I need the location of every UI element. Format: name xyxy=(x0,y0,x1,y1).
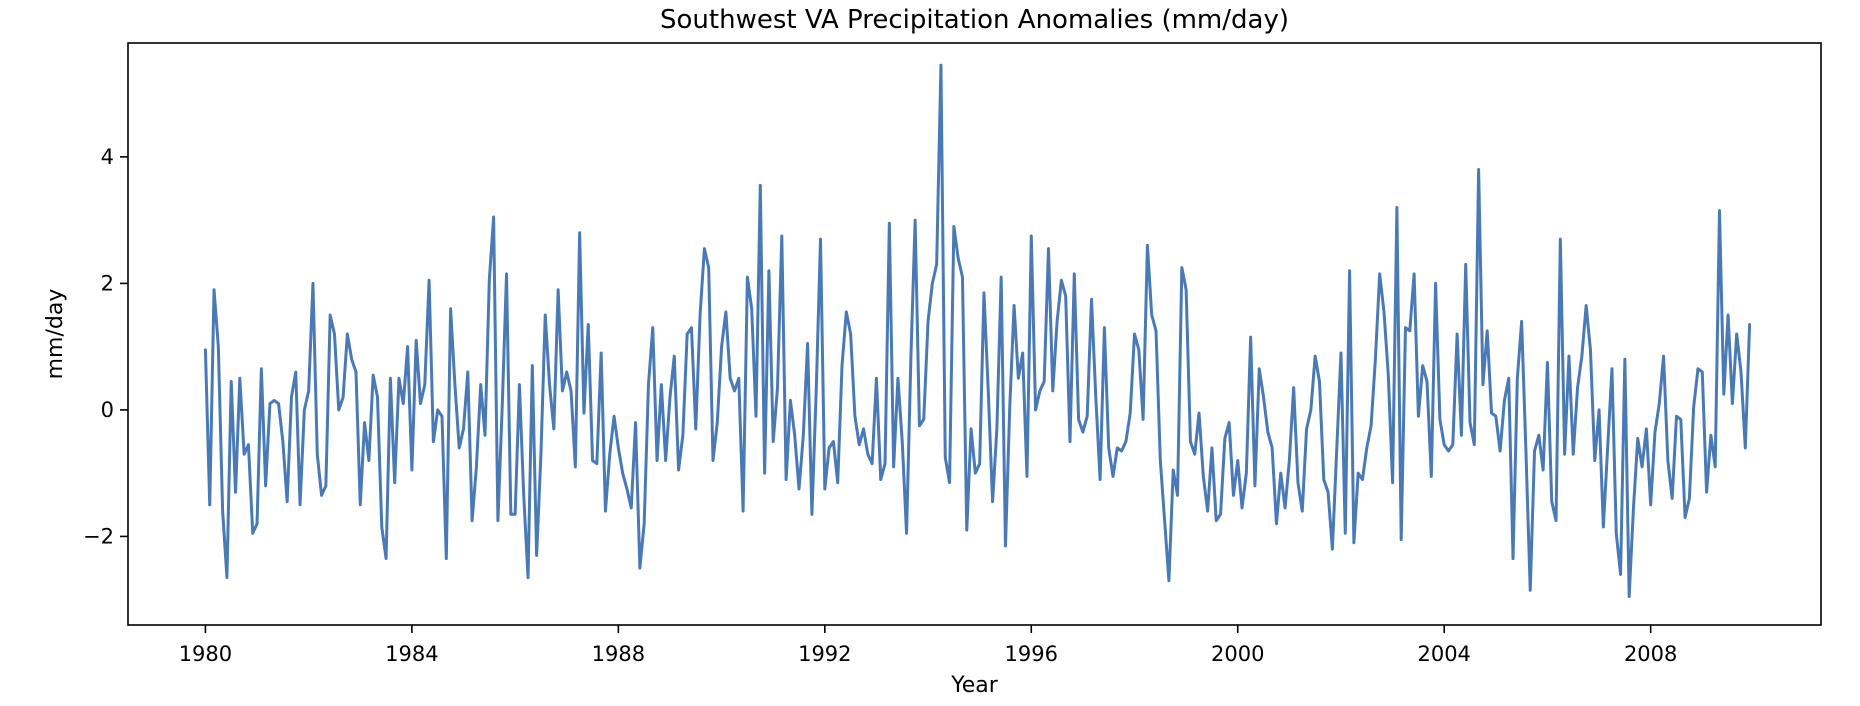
y-tick-label: 4 xyxy=(101,145,114,169)
x-tick-label: 1992 xyxy=(798,642,851,666)
x-tick-label: 1988 xyxy=(592,642,645,666)
plot-frame xyxy=(127,42,1822,626)
chart-title: Southwest VA Precipitation Anomalies (mm… xyxy=(660,5,1289,35)
y-tick-label: 0 xyxy=(101,398,114,422)
x-tick-label: 2004 xyxy=(1417,642,1470,666)
y-axis-label: mm/day xyxy=(43,289,68,380)
y-tick-label: 2 xyxy=(101,271,114,295)
x-tick-label: 1996 xyxy=(1005,642,1058,666)
x-axis-label: Year xyxy=(950,673,999,698)
x-tick-label: 1980 xyxy=(179,642,232,666)
x-tick-label: 2008 xyxy=(1624,642,1677,666)
x-axis: 1980 1984 1988 1992 1996 2000 2004 2008 xyxy=(179,625,1677,666)
y-axis: −2 0 2 4 xyxy=(83,145,128,548)
series-layer xyxy=(203,63,1752,599)
y-tick-label: −2 xyxy=(83,524,114,548)
series-line xyxy=(203,63,1752,599)
x-tick-label: 2000 xyxy=(1211,642,1264,666)
x-tick-label: 1984 xyxy=(385,642,438,666)
